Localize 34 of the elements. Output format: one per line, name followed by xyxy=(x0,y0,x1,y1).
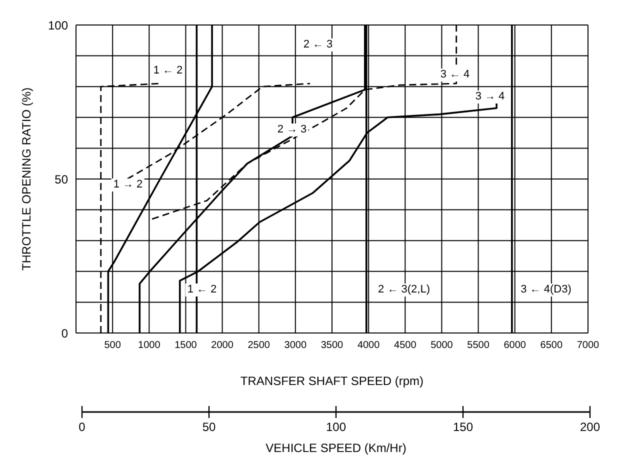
x-tick-label: 4500 xyxy=(394,340,417,352)
x-tick-label: 2000 xyxy=(211,340,234,352)
y-axis-title: THROTTLE OPENING RATIO (%) xyxy=(19,87,34,271)
x2-tick-label: 0 xyxy=(78,420,86,434)
y-tick-label: 50 xyxy=(54,172,68,186)
annotation: 3 → 4 xyxy=(473,90,507,104)
x-tick-label: 5500 xyxy=(467,340,490,352)
annotation: 3 ← 4(D3) xyxy=(518,284,574,296)
annotation: 2 ← 3(2,L) xyxy=(376,284,432,296)
x-tick-label: 5000 xyxy=(430,340,454,352)
x-tick-label: 3500 xyxy=(320,340,344,352)
x-tick-label: 3000 xyxy=(284,340,307,352)
annotation: 2 → 3 xyxy=(275,124,309,136)
x-tick-label: 2500 xyxy=(248,340,270,352)
x-tick-label: 6000 xyxy=(504,340,526,352)
x2-tick-label: 100 xyxy=(326,420,346,434)
x2-axis-title: VEHICLE SPEED (Km/Hr) xyxy=(266,441,406,455)
x-tick-label: 1000 xyxy=(138,340,161,352)
y-tick-label: 0 xyxy=(61,326,68,340)
annotation: 1 ← 2 xyxy=(151,64,185,78)
x2-tick-label: 200 xyxy=(580,420,600,434)
y-tick-label: 100 xyxy=(48,18,68,32)
x-tick-label: 7000 xyxy=(576,340,600,352)
x-tick-label: 1500 xyxy=(174,340,198,352)
annotation: 1 → 2 xyxy=(111,178,145,192)
x-tick-label: 6500 xyxy=(540,340,563,352)
annotation: 3 ← 4 xyxy=(438,68,472,82)
x-tick-label: 500 xyxy=(104,340,122,352)
x2-tick-label: 150 xyxy=(452,420,474,434)
x2-tick-label: 50 xyxy=(202,420,216,434)
annotation: 1 ← 2 xyxy=(185,284,219,296)
annotation: 2 ← 3 xyxy=(301,38,335,52)
x-axis-title: TRANSFER SHAFT SPEED (rpm) xyxy=(240,374,424,388)
x-tick-label: 4000 xyxy=(357,340,380,352)
